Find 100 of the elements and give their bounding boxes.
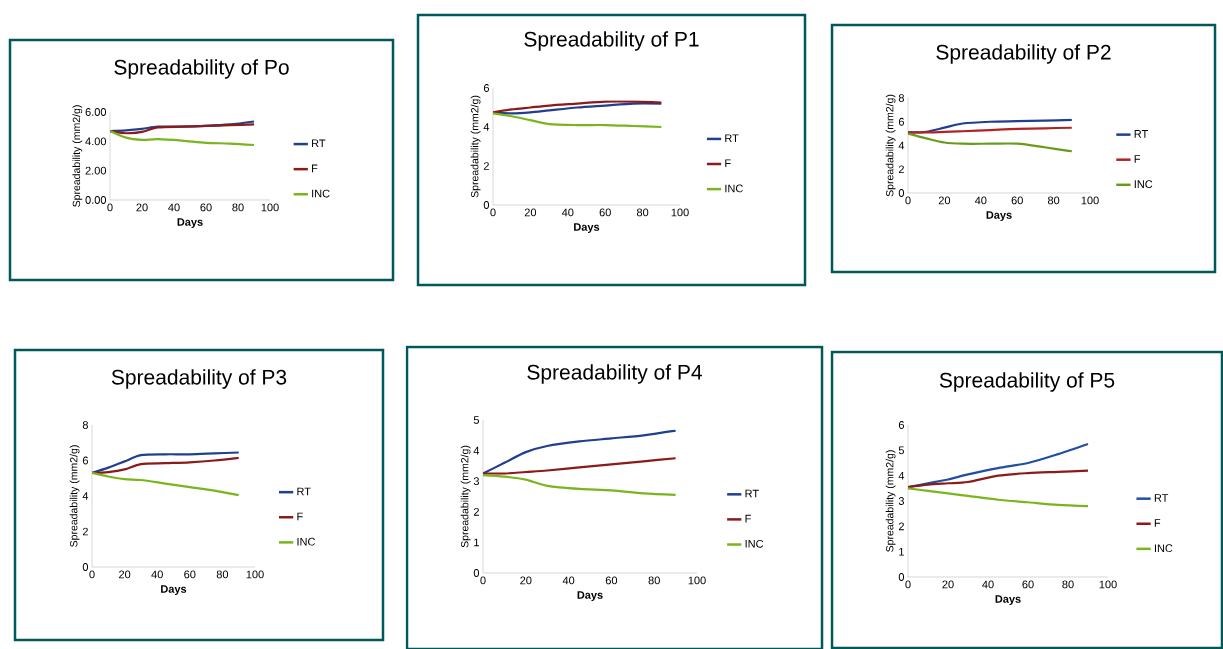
chart-title: Spreadability of P5 — [939, 372, 1115, 392]
line-series — [110, 129, 256, 147]
y-tick-label: 4 — [473, 446, 480, 455]
legend-label: INC — [312, 189, 330, 198]
x-tick-label: 40 — [982, 580, 994, 589]
legend-label: RT — [725, 134, 739, 142]
x-axis-title: Days — [995, 595, 1021, 606]
y-tick-label: 2 — [898, 522, 904, 531]
x-tick-label: 40 — [168, 203, 180, 212]
x-axis-title: Days — [574, 223, 600, 234]
x-tick-label: 60 — [1022, 580, 1034, 589]
legend-label: RT — [745, 489, 759, 498]
x-axis-title: Days — [177, 218, 203, 229]
x-tick-label: 20 — [942, 580, 954, 589]
x-tick-label: 40 — [151, 570, 163, 579]
x-tick-label: 40 — [562, 576, 575, 585]
chart-title: Spreadability of Po — [114, 59, 289, 79]
legend-label: RT — [297, 487, 311, 496]
x-tick-label: 100 — [688, 576, 706, 585]
y-tick-label: 6.00 — [85, 108, 107, 116]
y-tick-label: 4 — [82, 492, 89, 500]
y-axis-title: Spreadability (mm2/g) — [885, 94, 896, 197]
y-tick-label: 0 — [898, 189, 905, 197]
x-axis-title: Days — [986, 211, 1012, 222]
y-tick-label: 3 — [473, 477, 479, 486]
y-axis-title: Spreadability (mm2/g) — [470, 95, 481, 198]
x-tick-label: 60 — [1011, 196, 1023, 205]
line-series — [92, 471, 240, 497]
y-tick-label: 8 — [82, 421, 88, 429]
line-series — [908, 442, 1090, 489]
y-tick-label: 4 — [483, 123, 490, 131]
x-tick-label: 20 — [520, 576, 532, 585]
y-tick-label: 6 — [898, 117, 904, 126]
y-tick-label: 5 — [473, 416, 479, 424]
legend-label: RT — [312, 139, 326, 148]
legend-label: F — [312, 164, 318, 173]
line-series — [483, 473, 677, 497]
y-tick-label: 6 — [483, 84, 489, 92]
x-tick-label: 40 — [974, 196, 987, 205]
x-tick-label: 0 — [107, 203, 113, 212]
y-axis-title: Spreadability (mm2/g) — [460, 445, 471, 548]
x-tick-label: 80 — [216, 570, 229, 579]
x-axis-title: Days — [577, 591, 603, 602]
line-series — [483, 457, 677, 475]
x-tick-label: 80 — [648, 576, 660, 585]
y-tick-label: 2 — [473, 507, 479, 516]
line-series — [483, 429, 677, 475]
y-axis-title: Spreadability (mm2/g) — [885, 450, 896, 552]
legend-label: RT — [1154, 494, 1169, 502]
legend-label: F — [725, 159, 731, 168]
y-tick-label: 5 — [898, 446, 904, 455]
y-tick-label: 8 — [898, 94, 904, 102]
y-tick-label: 4 — [898, 141, 905, 150]
y-axis-title: Spreadability (mm2/g) — [69, 445, 80, 547]
legend-label: INC — [1134, 180, 1153, 189]
x-tick-label: 20 — [524, 208, 537, 217]
x-tick-label: 60 — [605, 576, 618, 585]
x-tick-label: 100 — [1081, 196, 1099, 205]
line-series — [908, 132, 1073, 153]
legend-label: INC — [297, 537, 316, 546]
legend-label: INC — [725, 184, 743, 193]
chart-title: Spreadability of P2 — [936, 44, 1111, 64]
legend-label: INC — [1154, 544, 1173, 553]
x-tick-label: 0 — [490, 208, 496, 217]
legend-label: INC — [745, 539, 764, 548]
y-axis-title: Spreadability (mm2/g) — [72, 105, 83, 207]
x-tick-label: 0 — [905, 580, 911, 589]
legend-label: F — [1134, 155, 1141, 163]
y-tick-label: 6 — [898, 421, 904, 429]
y-tick-label: 1 — [899, 547, 904, 556]
line-series — [493, 112, 663, 129]
legend-label: RT — [1134, 130, 1148, 138]
x-tick-label: 80 — [232, 203, 244, 212]
y-tick-label: 2 — [483, 162, 489, 170]
x-tick-label: 100 — [246, 570, 264, 579]
y-tick-label: 2 — [82, 527, 88, 536]
x-tick-label: 20 — [136, 203, 148, 212]
line-series — [92, 456, 240, 475]
x-tick-label: 100 — [1099, 580, 1117, 589]
chart-title: Spreadability of P3 — [111, 369, 287, 389]
chart-title: Spreadability of P1 — [524, 31, 699, 51]
x-tick-label: 60 — [200, 203, 212, 212]
legend-label: F — [745, 514, 751, 523]
line-series — [908, 487, 1090, 508]
y-tick-label: 0.00 — [85, 196, 107, 204]
y-tick-label: 6 — [82, 456, 88, 465]
chart-title: Spreadability of P4 — [527, 364, 702, 384]
y-tick-label: 3 — [898, 497, 904, 505]
x-tick-label: 80 — [636, 208, 649, 217]
y-tick-label: 4 — [898, 471, 905, 480]
line-series — [92, 451, 240, 475]
y-tick-label: 2.00 — [85, 166, 107, 175]
x-tick-label: 80 — [1047, 196, 1060, 205]
x-tick-label: 60 — [184, 570, 196, 579]
x-tick-label: 0 — [905, 196, 911, 205]
y-tick-label: 2 — [898, 165, 904, 174]
x-tick-label: 80 — [1062, 580, 1074, 589]
x-tick-label: 100 — [671, 208, 689, 217]
x-tick-label: 20 — [938, 196, 951, 205]
legend-label: F — [297, 512, 303, 521]
